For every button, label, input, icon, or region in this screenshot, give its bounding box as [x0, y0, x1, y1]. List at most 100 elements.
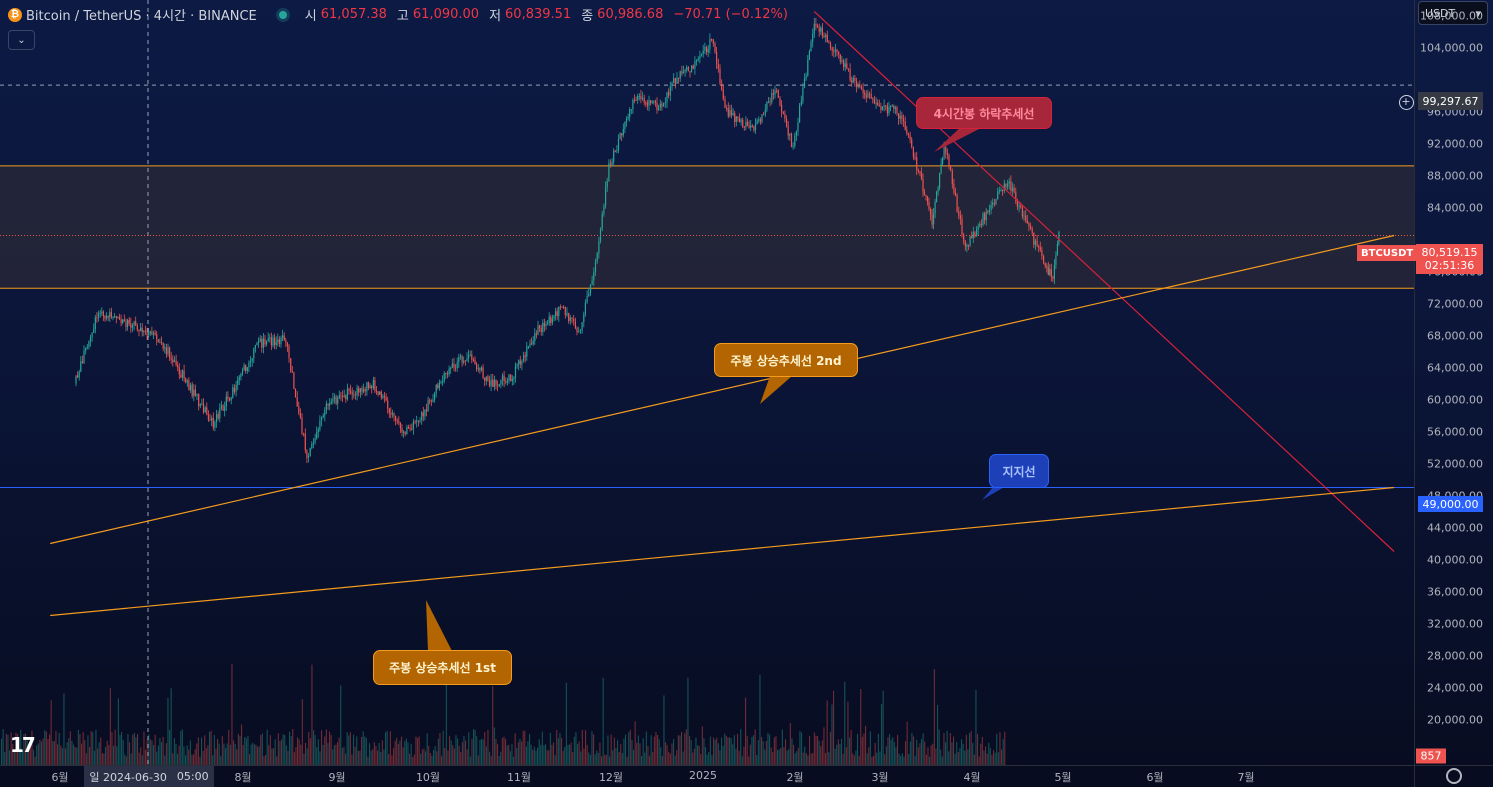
volume-bar [913, 736, 915, 765]
candle [547, 323, 549, 325]
volume-bar [674, 755, 676, 765]
volume-bar [20, 729, 22, 765]
volume-bar [274, 739, 276, 765]
crosshair-time-label: 일 2024-06-30 05:00 [84, 766, 214, 787]
candle [564, 306, 566, 316]
candle [699, 55, 701, 59]
volume-bar [837, 739, 839, 765]
candle [622, 129, 624, 136]
volume-bar [625, 734, 627, 765]
candle [961, 218, 963, 235]
volume-bar [413, 754, 415, 765]
candle [619, 133, 621, 139]
candle [167, 347, 169, 355]
volume-bar [186, 745, 188, 765]
candle [131, 325, 134, 328]
candle [120, 319, 122, 324]
settings-icon[interactable] [1446, 768, 1462, 784]
volume-bar [516, 748, 518, 765]
candle [531, 343, 533, 345]
volume-bar [325, 729, 327, 765]
currency-selector[interactable]: USDT ▾ [1418, 1, 1488, 25]
candle [246, 367, 248, 371]
volume-bar [426, 733, 428, 765]
chart-legend: ₿ Bitcoin / TetherUS · 4시간 · BINANCE 시 61… [8, 5, 794, 24]
up-trend-2nd-callout[interactable]: 주봉 상승추세선 2nd [714, 343, 858, 377]
candle [761, 114, 763, 122]
volume-bar [145, 749, 147, 765]
symbol-title[interactable]: Bitcoin / TetherUS · 4시간 · BINANCE [26, 9, 257, 24]
candle [448, 368, 450, 375]
volume-bar [189, 740, 191, 765]
candle [102, 311, 104, 316]
candle [722, 89, 724, 100]
candle [735, 116, 737, 122]
volume-bar [970, 731, 972, 765]
volume-bar [938, 729, 940, 765]
candle [711, 39, 713, 40]
candle [385, 397, 387, 401]
volume-bar [391, 755, 393, 765]
volume-bar [453, 748, 455, 765]
volume-bar [346, 732, 348, 765]
support-callout[interactable]: 지지선 [989, 454, 1049, 488]
volume-bar [452, 745, 454, 765]
volume-bar [209, 731, 211, 765]
candle [839, 54, 841, 62]
volume-bar [887, 737, 889, 765]
down-trend-callout[interactable]: 4시간봉 하락추세선 [916, 97, 1052, 129]
candle [637, 96, 639, 100]
volume-bar [485, 746, 487, 765]
candle [274, 337, 276, 345]
candle [248, 362, 250, 368]
candle [75, 375, 77, 384]
candle [85, 347, 87, 351]
candle [862, 88, 864, 94]
up-trend-2nd-callout-tail [760, 376, 792, 404]
volume-bar [234, 743, 236, 765]
legend-collapse-button[interactable]: ⌄ [8, 30, 35, 50]
candle [743, 126, 745, 128]
volume-bar [412, 757, 414, 765]
candle [466, 358, 468, 362]
up-trend-1st-callout[interactable]: 주봉 상승추세선 1st [373, 650, 512, 685]
last-price: 80,519.15 [1421, 246, 1478, 259]
volume-bar [961, 739, 963, 765]
candle [777, 90, 779, 98]
volume-bar [7, 734, 9, 765]
candle [261, 338, 263, 348]
candle [663, 103, 665, 107]
candle [278, 339, 280, 345]
candle [707, 48, 709, 53]
volume-bar [777, 750, 779, 765]
candle [149, 331, 151, 333]
candle [771, 93, 773, 103]
candle [161, 342, 163, 344]
volume-bar [21, 750, 23, 765]
candle [445, 372, 447, 374]
candle [937, 187, 939, 192]
candle [820, 27, 822, 32]
candle [219, 408, 221, 419]
tradingview-logo[interactable]: 17 [10, 733, 36, 757]
volume-bar [223, 743, 225, 765]
candle [945, 147, 947, 154]
volume-bar [220, 756, 222, 765]
volume-bar [79, 733, 81, 765]
volume-bar [132, 734, 134, 765]
volume-bar [884, 754, 886, 765]
volume-bar [599, 742, 601, 765]
add-alert-icon[interactable]: + [1396, 93, 1416, 111]
volume-bar [271, 748, 273, 765]
candle [264, 338, 266, 345]
candle [510, 374, 512, 381]
volume-bar [911, 732, 913, 765]
candle [319, 420, 321, 430]
volume-bar [284, 734, 286, 765]
candle [485, 376, 487, 381]
candle [621, 133, 623, 136]
volume-bar [380, 752, 382, 765]
volume-bar [629, 729, 631, 765]
volume-bar [377, 750, 379, 765]
